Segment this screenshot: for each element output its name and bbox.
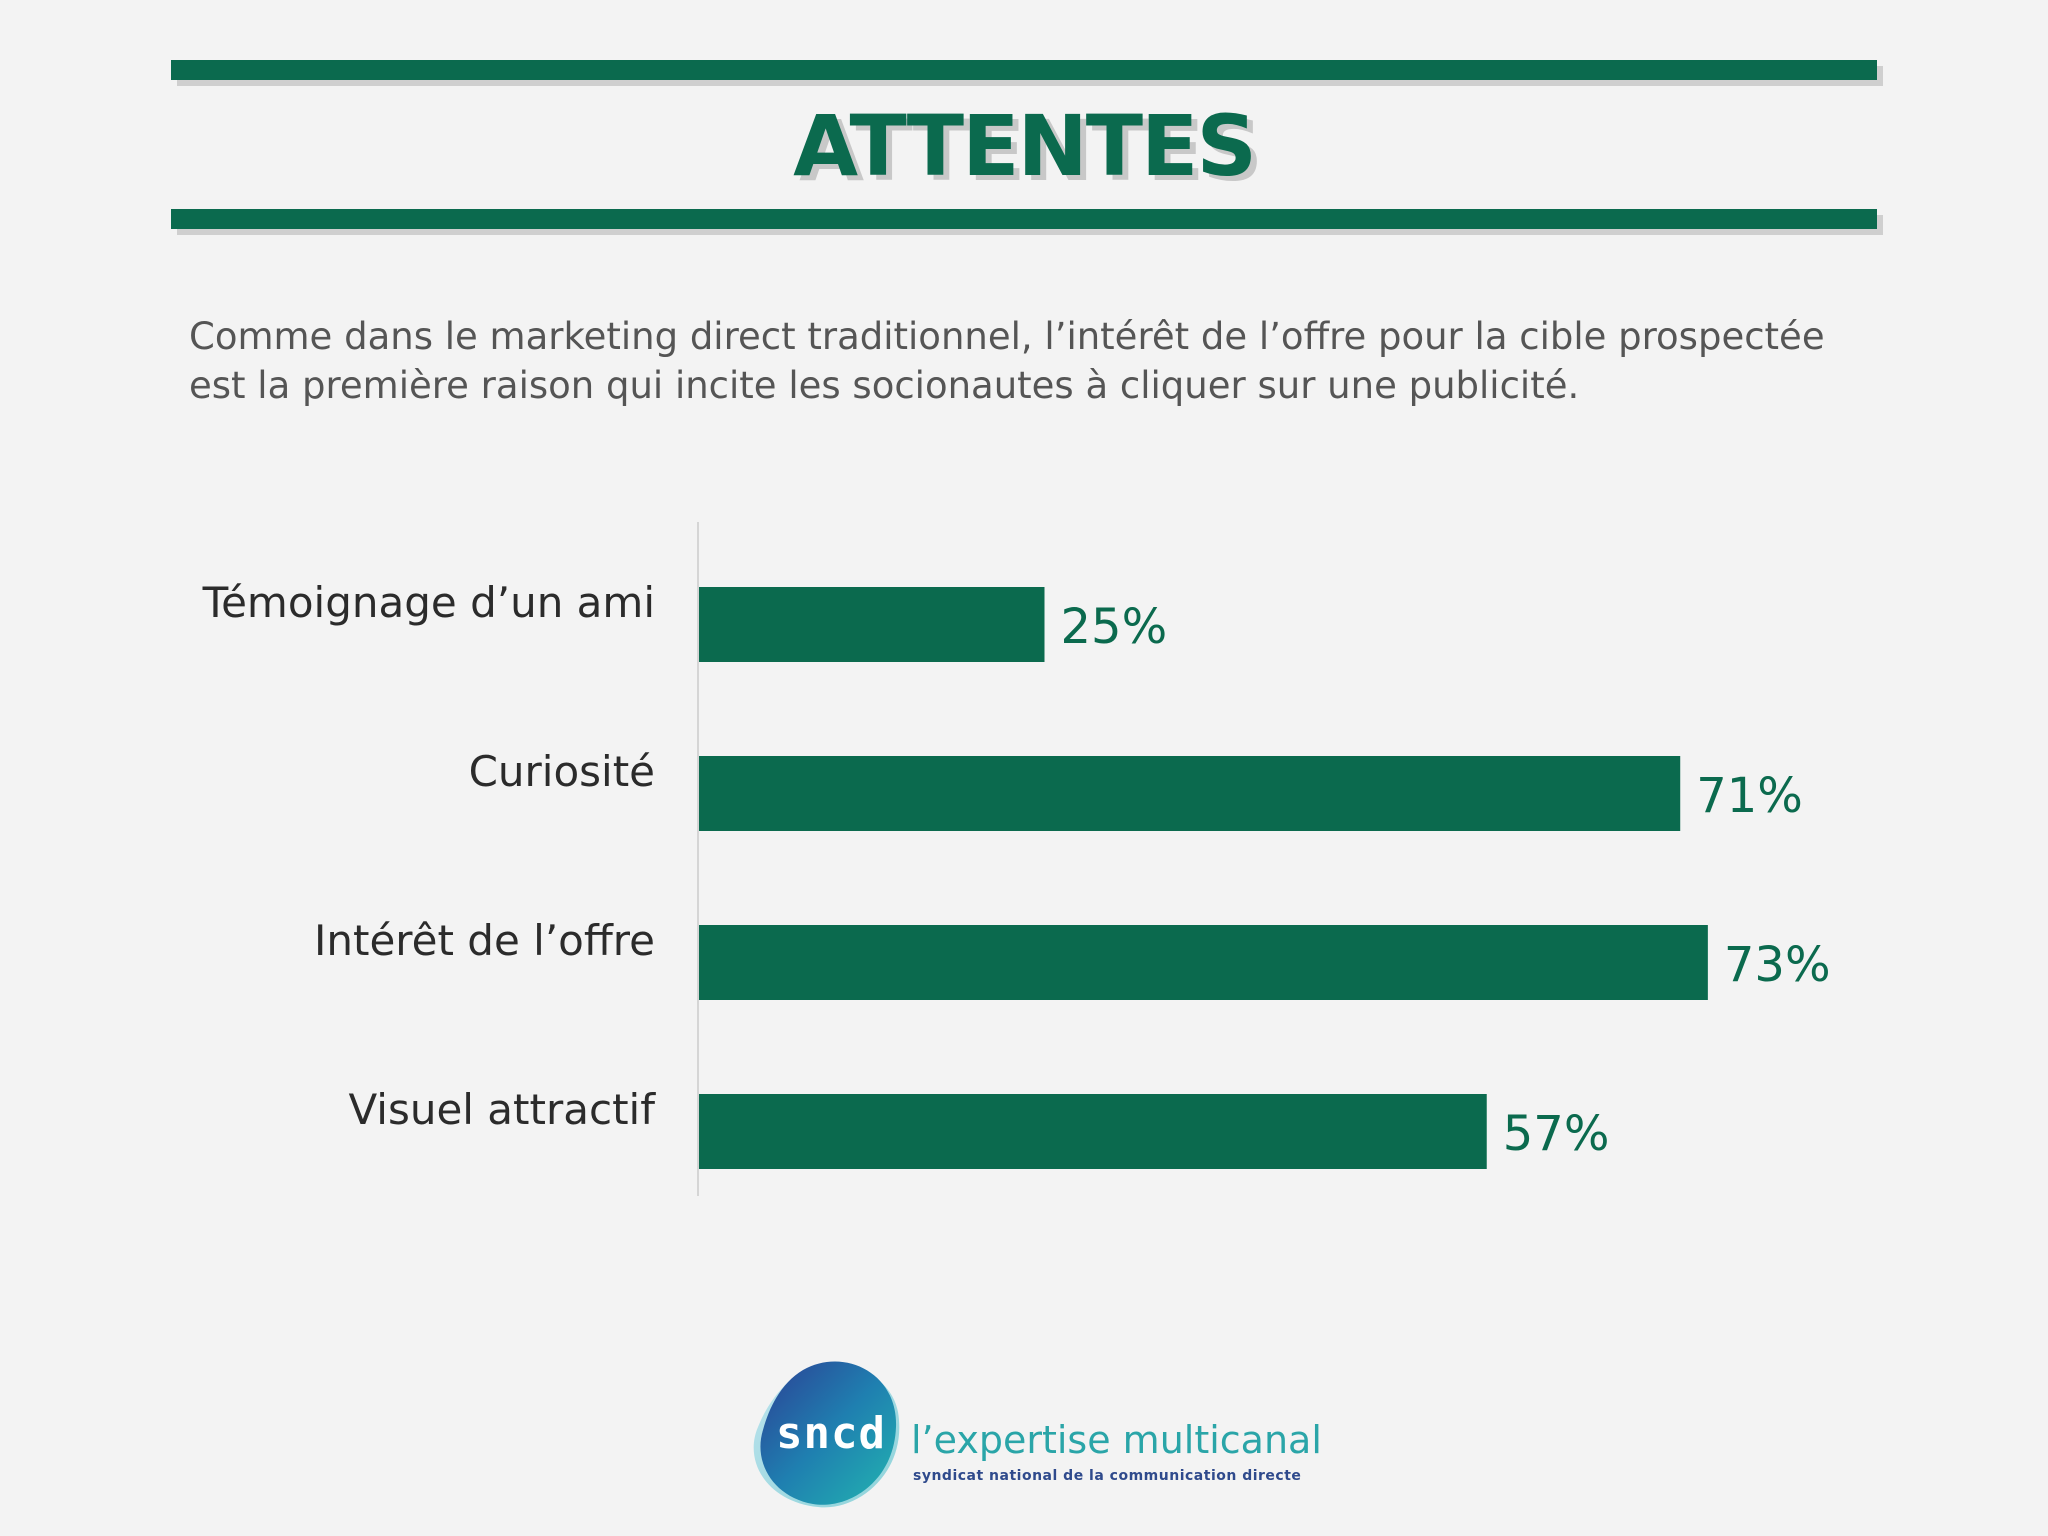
bar-0 xyxy=(699,587,1045,662)
value-label-3: 57% xyxy=(1503,1106,1610,1162)
value-label-1: 71% xyxy=(1696,768,1803,824)
chart-bars: Témoignage d’un ami 25% Curiosité 71% Intérê… xyxy=(202,578,1831,1169)
value-label-2: 73% xyxy=(1724,937,1831,993)
intro-line-1: Comme dans le marketing direct tradition… xyxy=(189,315,1825,358)
logo-subtitle: syndicat national de la communication di… xyxy=(913,1468,1302,1484)
intro-paragraph: Comme dans le marketing direct tradition… xyxy=(189,312,1889,410)
category-label-1: Curiosité xyxy=(469,747,655,796)
bar-3 xyxy=(699,1094,1487,1169)
intro-line-2: est la première raison qui incite les so… xyxy=(189,364,1580,407)
sncd-logo: sncd l’expertise multicanal syndicat nat… xyxy=(748,1352,1322,1512)
category-label-0: Témoignage d’un ami xyxy=(202,578,655,627)
category-label-2: Intérêt de l’offre xyxy=(314,916,655,965)
bar-1 xyxy=(699,756,1681,831)
value-label-0: 25% xyxy=(1061,599,1168,655)
page-title: ATTENTES xyxy=(793,97,1257,195)
title-bottom-rule xyxy=(171,209,1877,229)
bar-chart: Témoignage d’un ami 25% Curiosité 71% Intérê… xyxy=(202,522,1831,1196)
bar-2 xyxy=(699,925,1708,1000)
title-top-rule xyxy=(171,60,1877,80)
category-label-3: Visuel attractif xyxy=(348,1085,656,1134)
logo-wordmark: sncd xyxy=(776,1408,886,1459)
logo-tagline: l’expertise multicanal xyxy=(911,1418,1322,1462)
sncd-logo-icon xyxy=(748,1352,903,1512)
